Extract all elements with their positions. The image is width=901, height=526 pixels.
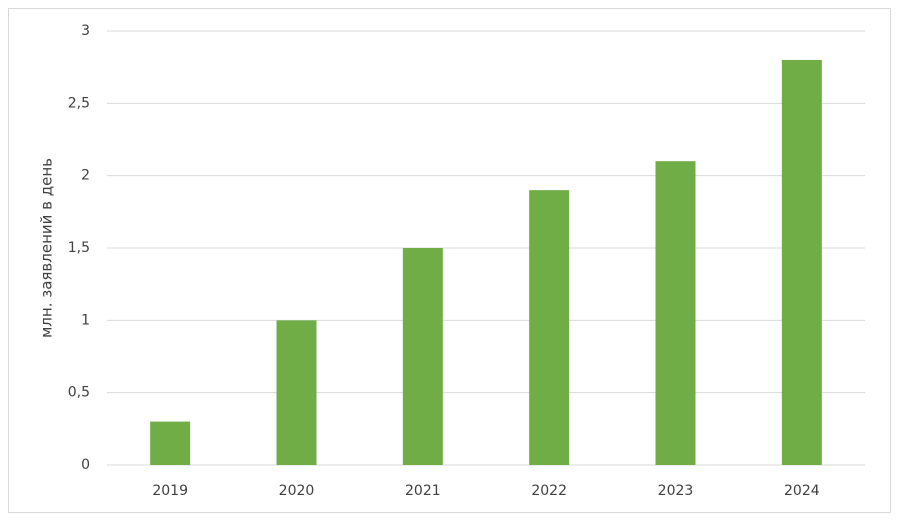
y-axis-label: млн. заявлений в день [38, 158, 56, 338]
x-tick-label: 2021 [405, 483, 441, 499]
x-tick-label: 2022 [531, 483, 567, 499]
bar [655, 161, 696, 465]
bar [150, 421, 191, 465]
x-tick-label: 2023 [658, 483, 694, 499]
y-tick-label: 2 [81, 168, 90, 184]
y-tick-label: 3 [81, 23, 90, 39]
bar [781, 59, 822, 465]
chart-frame [8, 8, 891, 513]
x-tick-label: 2024 [784, 483, 820, 499]
x-tick-label: 2020 [279, 483, 315, 499]
y-tick-label: 0,5 [68, 385, 90, 401]
bar [276, 320, 317, 465]
x-tick-label: 2019 [152, 483, 188, 499]
bar [402, 248, 443, 465]
bar [529, 190, 570, 465]
y-tick-label: 1,5 [68, 240, 90, 256]
y-tick-label: 0 [81, 457, 90, 473]
y-tick-label: 2,5 [68, 95, 90, 111]
y-tick-label: 1 [81, 312, 90, 328]
